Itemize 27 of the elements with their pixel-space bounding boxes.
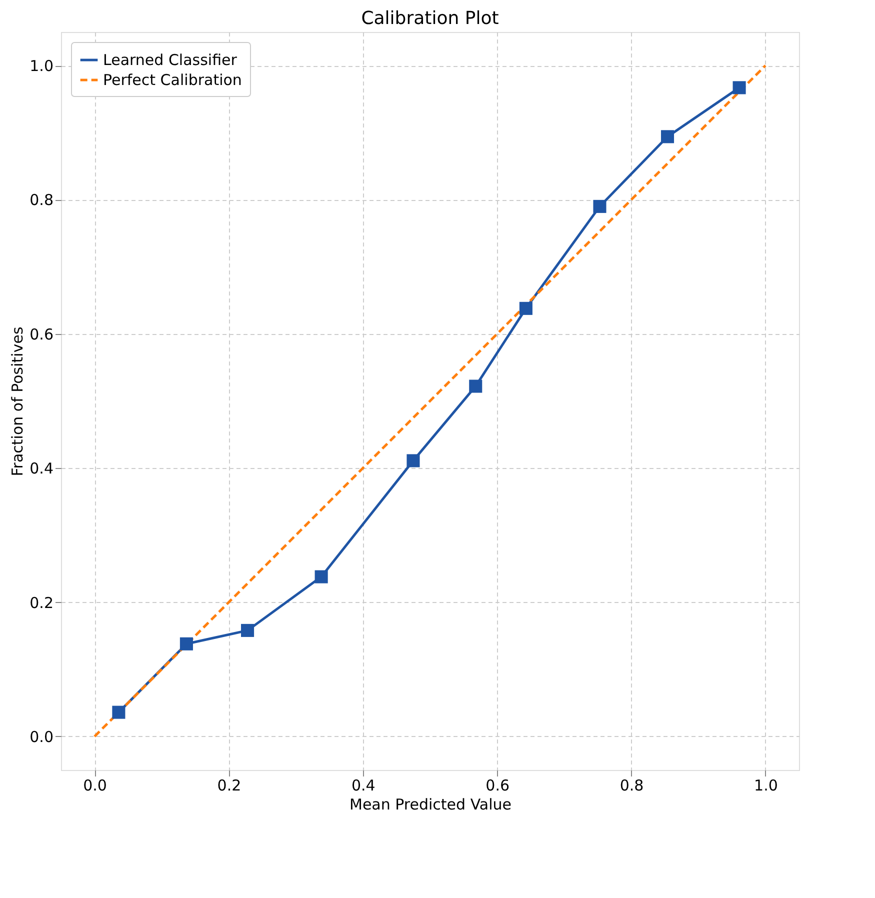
- point: [314, 570, 328, 584]
- y-tick-label: 0.0: [30, 728, 54, 746]
- point: [112, 706, 126, 719]
- x-tick-label: 0.2: [217, 776, 242, 794]
- x-tick-label: 1.0: [754, 776, 778, 794]
- legend-label: Learned Classifier: [103, 51, 238, 69]
- point: [660, 130, 674, 144]
- y-tick-label: 0.4: [30, 460, 54, 478]
- x-axis-title: Mean Predicted Value: [349, 796, 512, 814]
- y-tick-label: 1.0: [30, 57, 54, 76]
- legend-label: Perfect Calibration: [103, 71, 242, 89]
- x-tick-label: 0.6: [486, 776, 510, 794]
- x-tick-label: 0.4: [351, 776, 376, 794]
- point: [240, 624, 254, 637]
- chart-title: Calibration Plot: [361, 8, 499, 29]
- y-tick-label: 0.8: [30, 191, 54, 210]
- point: [732, 81, 746, 94]
- point: [469, 380, 482, 393]
- x-tick-label: 0.0: [83, 776, 107, 794]
- point: [593, 200, 606, 213]
- point: [519, 302, 532, 315]
- point: [180, 637, 193, 650]
- point: [406, 454, 420, 468]
- y-tick-label: 0.6: [30, 325, 54, 344]
- y-tick-label: 0.2: [30, 594, 54, 612]
- y-axis-title: Fraction of Positives: [8, 326, 27, 476]
- x-tick-label: 0.8: [620, 776, 644, 794]
